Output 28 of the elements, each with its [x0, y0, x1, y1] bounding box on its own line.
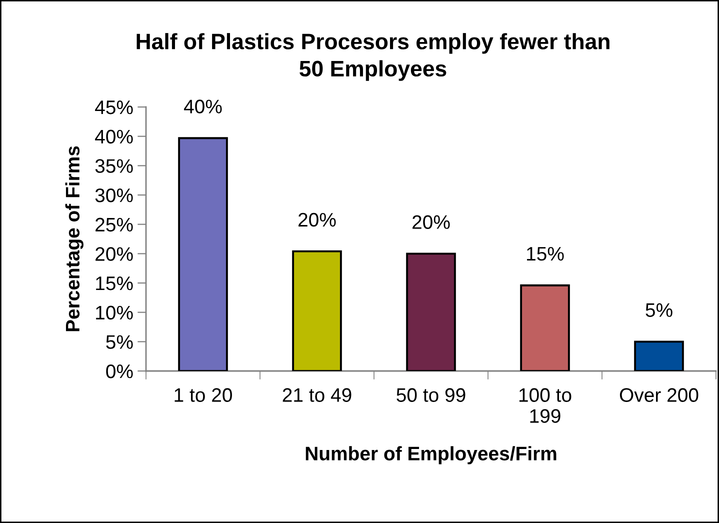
x-tick-label: 21 to 49: [282, 388, 352, 402]
y-tick-label: 0%: [106, 364, 133, 378]
y-tick-label: 10%: [96, 306, 133, 320]
x-tick-label: 100 to 199: [519, 388, 572, 423]
x-tick-label: 50 to 99: [396, 388, 466, 402]
data-label: 20%: [412, 215, 450, 229]
y-tick-label: 40%: [95, 130, 133, 144]
bar: [178, 137, 228, 371]
data-label: 40%: [184, 100, 222, 114]
x-axis-title: Number of Employees/Firm: [306, 446, 556, 464]
y-axis-title: Percentage of Firms: [65, 146, 84, 332]
y-tick-label: 30%: [95, 188, 133, 202]
y-tick-label: 35%: [95, 159, 133, 173]
chart-title: Half of Plastics Procesors employ fewer than 50 Employees: [136, 33, 610, 81]
bar: [634, 340, 684, 371]
bar: [406, 252, 456, 371]
data-label: 5%: [646, 303, 672, 317]
y-tick-label: 15%: [96, 276, 133, 290]
x-tick-label: 1 to 20: [174, 388, 232, 402]
data-label: 20%: [298, 212, 336, 227]
y-tick-label: 5%: [106, 335, 133, 349]
y-tick-label: 20%: [96, 247, 133, 261]
y-tick-label: 45%: [95, 100, 133, 114]
bar: [292, 250, 342, 371]
bar: [520, 284, 570, 371]
x-tick-label: Over 200: [620, 388, 698, 402]
data-label: 15%: [527, 246, 564, 261]
y-tick-label: 25%: [96, 218, 133, 232]
